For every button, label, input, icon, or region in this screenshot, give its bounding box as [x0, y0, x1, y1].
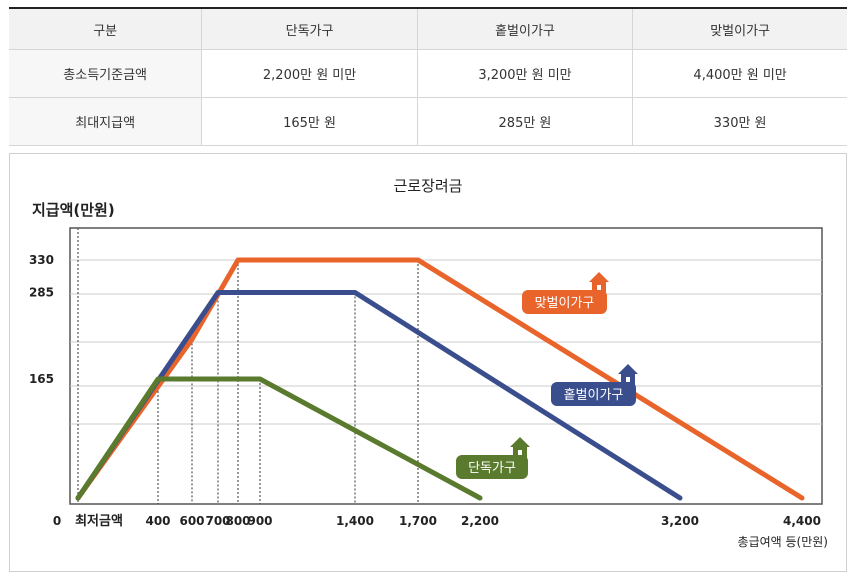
x-tick-label: 2,200 — [461, 514, 499, 528]
y-tick-label: 165 — [29, 372, 54, 386]
cell-single-earner-income: 3,200만 원 미만 — [417, 49, 634, 98]
x-tick-label: 4,400 — [783, 514, 821, 528]
header-single: 단독가구 — [201, 8, 418, 50]
eligibility-table: 구분 단독가구 홑벌이가구 맞벌이가구 총소득기준금액 2,200만 원 미만 … — [9, 7, 847, 146]
house-window — [597, 285, 601, 290]
x-tick-label: 700 — [205, 514, 230, 528]
row-label-income-limit: 총소득기준금액 — [9, 49, 203, 98]
chart-title: 근로장려금 — [393, 177, 462, 195]
x-tick-label: 800 — [225, 514, 250, 528]
cell-single-max: 165만 원 — [201, 97, 418, 146]
house-window — [518, 450, 522, 455]
series-line — [75, 257, 805, 501]
series-label: 홑벌이가구 — [564, 388, 624, 403]
x-tick-label: 1,700 — [399, 514, 437, 528]
callout-badge — [551, 382, 636, 406]
cell-dual-earner-income: 4,400만 원 미만 — [632, 49, 847, 98]
grid-lines — [70, 259, 822, 425]
x-tick-label: 400 — [145, 514, 170, 528]
house-icon — [589, 272, 609, 293]
header-dual-earner: 맞벌이가구 — [632, 8, 847, 50]
y-tick-label: 285 — [29, 285, 54, 299]
table-row: 최대지급액 165만 원 285만 원 330만 원 — [9, 97, 847, 146]
house-roof — [510, 437, 530, 447]
series-line — [75, 376, 483, 501]
x-tick-label: 900 — [247, 514, 272, 528]
x-tick-label: 1,400 — [336, 514, 374, 528]
y-tick-label: 330 — [29, 253, 54, 267]
house-roof — [618, 364, 638, 374]
x-axis-label: 총급여액 등(만원) — [738, 535, 828, 549]
minimum-amount-label: 최저금액 — [75, 514, 123, 529]
row-label-max-payment: 최대지급액 — [9, 97, 203, 146]
x-tick-label: 3,200 — [661, 514, 699, 528]
series-label: 맞벌이가구 — [535, 296, 595, 311]
house-window — [626, 377, 630, 382]
series-lines — [75, 257, 805, 501]
table-header-row: 구분 단독가구 홑벌이가구 맞벌이가구 — [9, 8, 847, 50]
series-callout: 단독가구 — [456, 437, 530, 479]
x-origin-label: 0 — [53, 514, 61, 528]
y-axis-label: 지급액(만원) — [32, 201, 115, 219]
house-icon — [510, 437, 530, 458]
cell-dual-earner-max: 330만 원 — [632, 97, 847, 146]
series-callout: 홑벌이가구 — [551, 364, 638, 406]
house-icon — [618, 364, 638, 385]
header-category: 구분 — [9, 8, 203, 50]
series-label: 단독가구 — [468, 461, 516, 476]
cell-single-earner-max: 285만 원 — [417, 97, 634, 146]
header-single-earner: 홑벌이가구 — [417, 8, 634, 50]
guide-lines — [77, 228, 419, 504]
table-row: 총소득기준금액 2,200만 원 미만 3,200만 원 미만 4,400만 원… — [9, 49, 847, 98]
x-tick-label: 600 — [179, 514, 204, 528]
plot-area — [69, 227, 823, 505]
house-roof — [589, 272, 609, 282]
callout-badge — [522, 290, 607, 314]
callout-badge — [456, 455, 528, 479]
series-callout: 맞벌이가구 — [522, 272, 609, 314]
cell-single-income: 2,200만 원 미만 — [201, 49, 418, 98]
chart-panel: 근로장려금 지급액(만원) 400 600 700 800 900 1,400 1,700 2… — [9, 153, 847, 572]
